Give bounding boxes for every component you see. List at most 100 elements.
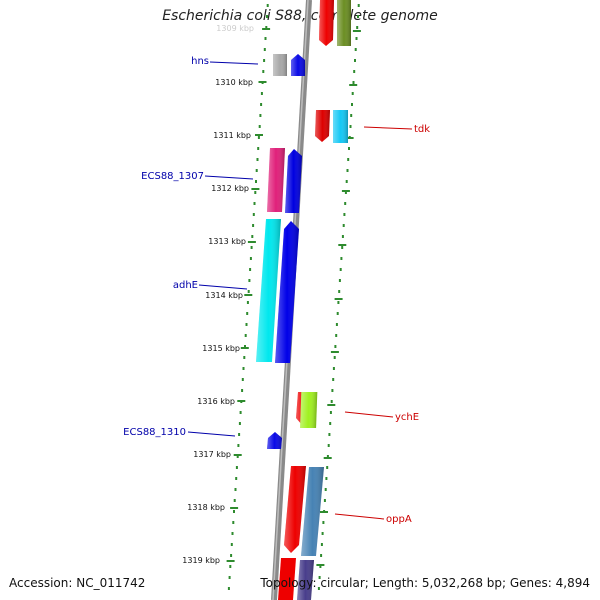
ruler-dot (253, 202, 256, 205)
ruler-dot (351, 103, 353, 106)
ruler-dot (341, 235, 344, 238)
ruler-major-tick (262, 28, 271, 30)
ruler-dot (229, 565, 232, 568)
ruler-dot (331, 389, 334, 392)
ruler-dot (328, 433, 331, 436)
gene-label-oppA[interactable]: oppA (386, 514, 412, 525)
ruler-dot (266, 15, 268, 18)
ruler-dot (259, 114, 262, 117)
tick-label: 1311 kbp (213, 131, 251, 140)
ruler-major-tick (341, 190, 350, 192)
gene-label-tdk[interactable]: tdk (414, 124, 430, 135)
gene-label-ecs88-1310[interactable]: ECS88_1310 (123, 427, 186, 438)
ruler-major-tick (226, 560, 235, 562)
ruler-dot (343, 213, 346, 216)
ruler-major-tick (316, 564, 325, 566)
tick-label: 1313 kbp (208, 237, 246, 246)
ruler-dot (247, 290, 250, 293)
ruler-dot (344, 191, 347, 194)
ruler-dot (338, 290, 341, 293)
ruler-dot (355, 37, 358, 40)
ruler-major-tick (240, 347, 249, 349)
ruler-dot (264, 37, 267, 40)
ruler-dot (346, 169, 349, 172)
ruler-dot (354, 59, 356, 62)
ruler-dot (335, 334, 338, 337)
ruler-dot (243, 356, 246, 359)
ruler-tick-labels: 1309 kbp 1310 kbp 1311 kbp 1312 kbp 1313… (182, 24, 254, 565)
ruler-dot (353, 70, 356, 73)
tick-label: 1312 kbp (211, 184, 249, 193)
left-ruler (226, 4, 271, 590)
ruler-dot (245, 323, 248, 326)
tick-label: 1314 kbp (205, 291, 243, 300)
ruler-dot (354, 48, 357, 51)
ruler-dot (329, 411, 332, 414)
ruler-dot (241, 378, 244, 381)
ruler-dot (256, 158, 259, 161)
ruler-dot (263, 48, 266, 51)
gene-features-left (256, 54, 305, 449)
ruler-dot (345, 180, 348, 183)
tick-label: 1316 kbp (197, 397, 235, 406)
ruler-dot (336, 312, 339, 315)
ruler-dot (246, 301, 249, 304)
ruler-dot (319, 565, 322, 568)
gene-label-hns[interactable]: hns (191, 56, 209, 67)
ruler-dot (260, 92, 263, 95)
ruler-dot (321, 532, 324, 535)
ruler-major-tick (349, 84, 358, 86)
ruler-dot (332, 378, 335, 381)
ruler-dot (232, 521, 235, 524)
ruler-dot (339, 268, 342, 271)
ruler-dot (246, 312, 249, 315)
right-ruler (316, 4, 361, 590)
ruler-dot (252, 224, 255, 227)
ruler-dot (238, 422, 241, 425)
ruler-dot (338, 279, 341, 282)
ruler-dot (334, 345, 337, 348)
ruler-dot (257, 147, 260, 150)
ruler-major-tick (330, 351, 339, 353)
ruler-dot (257, 136, 260, 139)
ruler-dot (318, 576, 321, 579)
ruler-dot (230, 554, 233, 557)
gene-label-ychE[interactable]: ychE (395, 412, 419, 423)
ruler-dot (238, 433, 241, 436)
ruler-dot (249, 268, 252, 271)
tick-label: 1319 kbp (182, 556, 220, 565)
gene-label-ecs88-1307[interactable]: ECS88_1307 (141, 171, 204, 182)
gene-labels: hns ECS88_1307 adhE ECS88_1310 tdk ychE … (123, 56, 430, 525)
ruler-dot (242, 367, 245, 370)
ruler-major-tick (352, 30, 361, 32)
ruler-dot (356, 26, 359, 29)
ruler-dot (322, 521, 325, 524)
ruler-major-tick (247, 241, 256, 243)
gene-label-adhE[interactable]: adhE (173, 280, 198, 291)
ruler-dot (326, 455, 329, 458)
ruler-dot (258, 125, 261, 128)
ruler-dot (327, 444, 330, 447)
ruler-dot (249, 257, 252, 260)
ruler-major-tick (237, 400, 246, 402)
ruler-major-tick (255, 134, 263, 136)
gene-bottom-red[interactable] (278, 558, 296, 600)
ruler-dot (317, 587, 320, 590)
ruler-dot (255, 180, 257, 183)
ruler-dot (228, 576, 231, 579)
ruler-dot (248, 279, 251, 282)
ruler-dot (236, 455, 239, 458)
ruler-dot (235, 466, 238, 469)
ruler-dot (326, 466, 329, 469)
ruler-dot (357, 4, 360, 7)
topology-text: Topology: circular; Length: 5,032,268 bp… (260, 576, 590, 590)
ruler-dot (230, 543, 233, 546)
ruler-major-tick (323, 457, 332, 459)
ruler-dot (337, 301, 340, 304)
ruler-major-tick (251, 188, 260, 190)
ruler-dot (352, 81, 355, 84)
ruler-dot (330, 400, 333, 403)
ruler-dot (349, 125, 352, 128)
ruler-dot (332, 367, 335, 370)
